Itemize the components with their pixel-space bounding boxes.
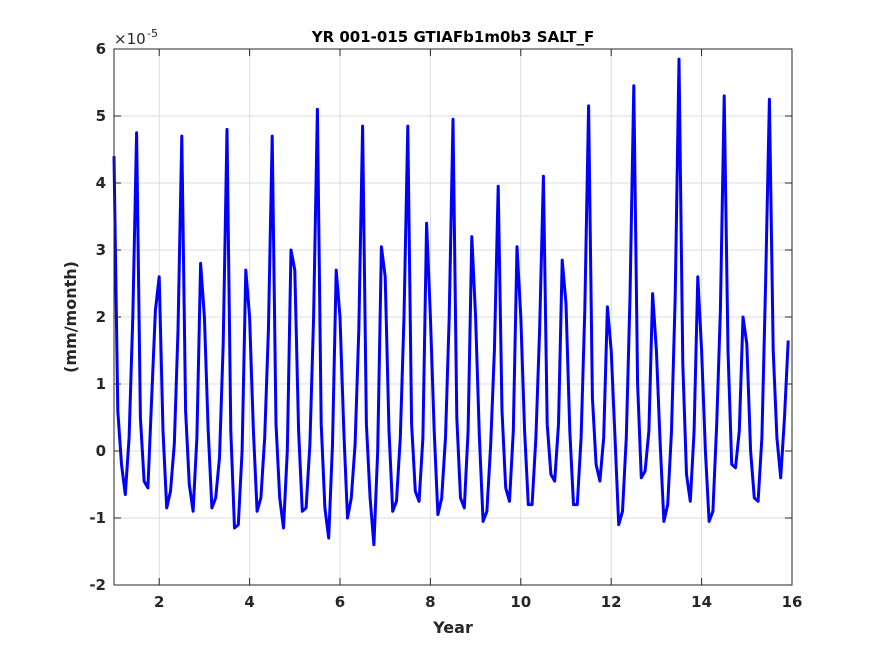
y-tick-label: 0	[96, 442, 106, 460]
x-tick-label: 2	[154, 593, 164, 611]
x-tick-label: 6	[335, 593, 345, 611]
x-tick-label: 8	[425, 593, 435, 611]
y-axis-title: (mm/month)	[61, 261, 80, 373]
x-tick-label: 12	[601, 593, 622, 611]
y-tick-labels: -2 -1 0 1 2 3 4 5 6	[89, 40, 106, 594]
chart-title: YR 001-015 GTIAFb1m0b3 SALT_F	[311, 28, 595, 46]
x-tick-label: 4	[244, 593, 254, 611]
y-tick-label: -2	[89, 576, 106, 594]
series-group	[112, 57, 790, 547]
x-tick-label: 10	[510, 593, 531, 611]
x-tick-label: 16	[782, 593, 803, 611]
tick-marks	[114, 48, 793, 586]
y-tick-label: 4	[96, 174, 106, 192]
y-tick-label: 3	[96, 241, 106, 259]
y-exponent-power: -5	[147, 27, 158, 40]
y-tick-label: 5	[96, 107, 106, 125]
y-tick-label: 2	[96, 308, 106, 326]
x-tick-labels: 2 4 6 8 10 12 14 16	[154, 593, 802, 611]
y-tick-label: 6	[96, 40, 106, 58]
x-axis-title: Year	[432, 618, 473, 637]
y-tick-label: -1	[89, 509, 106, 527]
x-tick-label: 14	[691, 593, 712, 611]
y-exponent-multiplier: ×10	[114, 30, 146, 48]
y-tick-label: 1	[96, 375, 106, 393]
series-line	[112, 57, 790, 547]
